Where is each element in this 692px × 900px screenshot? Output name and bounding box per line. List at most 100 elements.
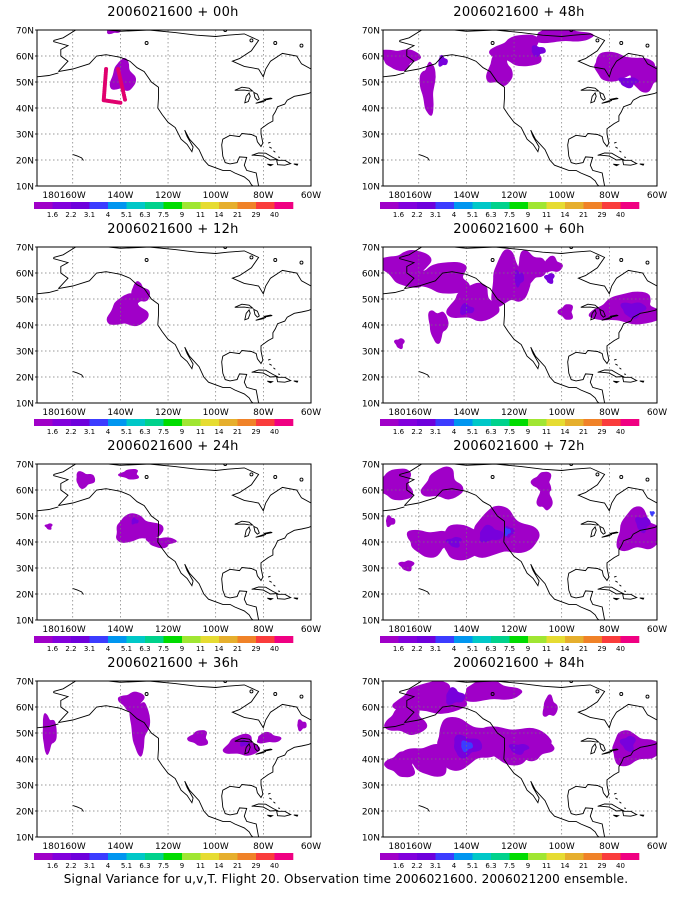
colorbar-label: 40 [616, 428, 625, 434]
colorbar-label: 6.3 [485, 645, 496, 651]
chart-title: 2006021600 + 60h [453, 222, 585, 237]
colorbar-swatch [52, 202, 72, 209]
variance-region [187, 730, 209, 746]
variance-shading [42, 691, 307, 757]
colorbar-label: 4 [452, 645, 457, 651]
variance-shading [383, 466, 657, 572]
colorbar-swatch [71, 853, 90, 860]
chart-panel: 2006021600 + 72h 10N 20N 30N 40N 50N 60N 70N 180… [346, 434, 692, 651]
y-tick-label: 60N [362, 270, 380, 280]
x-tick-label: 60W [647, 408, 667, 418]
colorbar-swatch [200, 853, 220, 860]
map-plot: 10N 20N 30N 40N 50N 60N 70N 180 160W 140W 120W 100W… [16, 678, 321, 869]
colorbar-label: 6.3 [139, 428, 150, 434]
variance-region [383, 49, 421, 72]
y-tick-label: 50N [16, 296, 34, 306]
y-tick-label: 40N [16, 539, 34, 549]
x-tick-label: 100W [549, 625, 575, 635]
x-tick-label: 100W [203, 191, 229, 201]
colorbar-swatch [182, 853, 201, 860]
colorbar-swatch [528, 202, 547, 209]
colorbar-swatch [454, 202, 473, 209]
colorbar-swatch [454, 419, 473, 426]
colorbar-label: 1.6 [393, 211, 405, 217]
x-tick-label: 80W [253, 191, 273, 201]
flight-track [101, 67, 128, 105]
colorbar-label: 14 [215, 645, 224, 651]
colorbar-swatch [454, 853, 473, 860]
x-tick-label: 160W [406, 408, 432, 418]
colorbar-swatch [219, 636, 238, 643]
variance-region-high [543, 273, 555, 284]
colorbar-swatch [237, 636, 257, 643]
colorbar-label: 7.5 [158, 862, 169, 868]
track-point [123, 97, 128, 102]
colorbar-swatch [126, 202, 146, 209]
map-plot: 10N 20N 30N 40N 50N 60N 70N 180 160W 140W 120W 100W… [16, 27, 321, 218]
colorbar-swatch [528, 853, 547, 860]
y-tick-label: 20N [16, 157, 34, 167]
colorbar-label: 5.1 [121, 645, 132, 651]
colorbar-swatch [256, 636, 275, 643]
colorbar-swatch [163, 202, 183, 209]
colorbar-label: 2.2 [65, 862, 76, 868]
variance-region [129, 702, 151, 757]
x-tick-label: 60W [647, 625, 667, 635]
x-tick-label: 120W [501, 408, 527, 418]
colorbar-swatch [200, 636, 220, 643]
grid-lines [37, 464, 311, 620]
colorbar-swatch [145, 202, 164, 209]
colorbar-label: 11 [542, 645, 551, 651]
y-tick-label: 20N [362, 591, 380, 601]
x-tick-label: 100W [203, 625, 229, 635]
colorbar-label: 9 [526, 862, 530, 868]
x-tick-label: 80W [599, 191, 619, 201]
colorbar-swatch [546, 853, 566, 860]
colorbar-swatch [435, 419, 455, 426]
y-tick-label: 40N [16, 105, 34, 115]
y-tick-label: 30N [362, 782, 380, 792]
y-tick-label: 30N [362, 348, 380, 358]
variance-region [145, 537, 177, 549]
colorbar-swatch [472, 636, 492, 643]
x-tick-label: 140W [107, 191, 133, 201]
colorbar-swatch [274, 419, 294, 426]
x-tick-label: 140W [453, 191, 479, 201]
colorbar-swatch [546, 636, 566, 643]
colorbar-swatch [34, 853, 53, 860]
x-tick-label: 140W [107, 842, 133, 852]
x-tick-label: 140W [107, 625, 133, 635]
colorbar-label: 6.3 [139, 862, 150, 868]
colorbar-label: 40 [616, 862, 625, 868]
colorbar-swatch [108, 419, 127, 426]
variance-region-high [618, 77, 640, 89]
variance-region-peak [649, 511, 655, 517]
colorbar-swatch [398, 202, 418, 209]
y-tick-label: 20N [362, 157, 380, 167]
variance-region [628, 64, 657, 93]
colorbar-swatch [417, 202, 436, 209]
variance-region [428, 310, 449, 344]
colorbar-label: 11 [196, 645, 205, 651]
colorbar-swatch [417, 636, 436, 643]
colorbar-swatch [34, 419, 53, 426]
colorbar-swatch [256, 202, 275, 209]
variance-region [542, 255, 563, 273]
colorbar-swatch [565, 853, 584, 860]
x-tick-label: 140W [453, 625, 479, 635]
y-tick-label: 40N [16, 322, 34, 332]
colorbar-swatch [182, 419, 201, 426]
colorbar-swatch [528, 636, 547, 643]
colorbar-swatch [200, 202, 220, 209]
variance-region-high [635, 516, 651, 534]
x-tick-label: 60W [301, 842, 321, 852]
x-tick-label: 80W [599, 842, 619, 852]
colorbar-swatch [620, 202, 640, 209]
colorbar-swatch [509, 419, 529, 426]
variance-region-high [131, 517, 139, 525]
colorbar-label: 21 [233, 428, 242, 434]
variance-region [463, 681, 523, 702]
colorbar-label: 2.2 [65, 645, 76, 651]
colorbar-swatch [108, 636, 127, 643]
colorbar-label: 6.3 [485, 862, 496, 868]
